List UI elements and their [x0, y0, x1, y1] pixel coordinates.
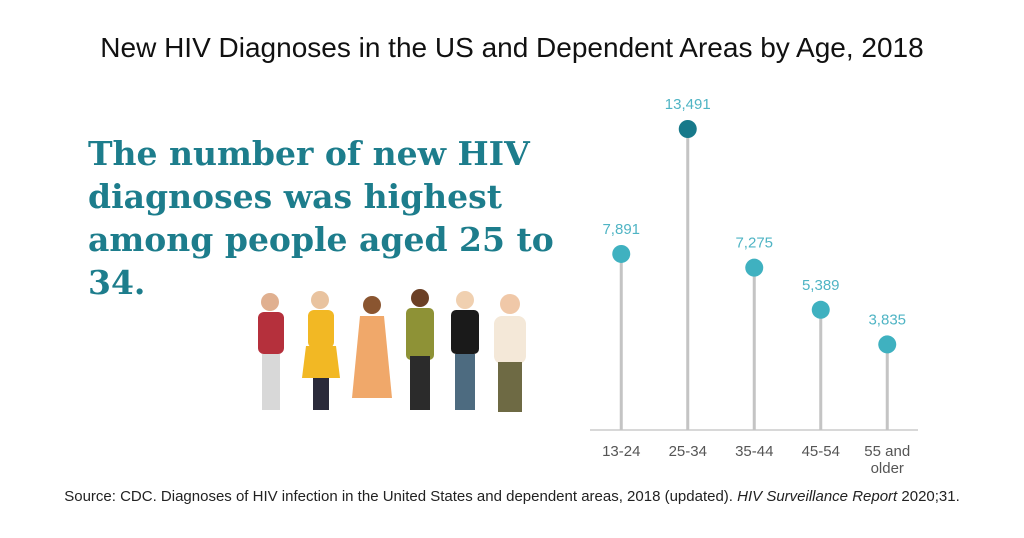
dot	[612, 244, 631, 263]
dot	[878, 335, 897, 354]
source-suffix: 2020;31.	[897, 488, 960, 505]
x-tick-label: 35-44	[735, 443, 774, 460]
source: Source: CDC. Diagnoses of HIV infection …	[0, 488, 1024, 505]
headline: The number of new HIV diagnoses was high…	[88, 134, 554, 302]
chart-title: New HIV Diagnoses in the US and Dependen…	[100, 32, 924, 63]
people-illustration	[258, 289, 526, 412]
dot	[811, 300, 830, 319]
dot	[678, 120, 697, 138]
x-tick-label: 13-24	[602, 443, 641, 460]
x-tick-label: 55 and older	[864, 443, 911, 477]
dot	[745, 258, 764, 277]
value-label: 7,275	[735, 235, 773, 252]
x-tick-label: 25-34	[668, 443, 707, 460]
source-text: Source: CDC. Diagnoses of HIV infection …	[64, 488, 738, 505]
value-label: 7,891	[602, 221, 640, 238]
value-label: 3,835	[868, 311, 906, 328]
x-tick-label: 45-54	[801, 443, 840, 460]
source-journal: HIV Surveillance Report	[737, 488, 898, 505]
value-label: 13,491	[665, 96, 711, 113]
value-label: 5,389	[802, 277, 840, 294]
